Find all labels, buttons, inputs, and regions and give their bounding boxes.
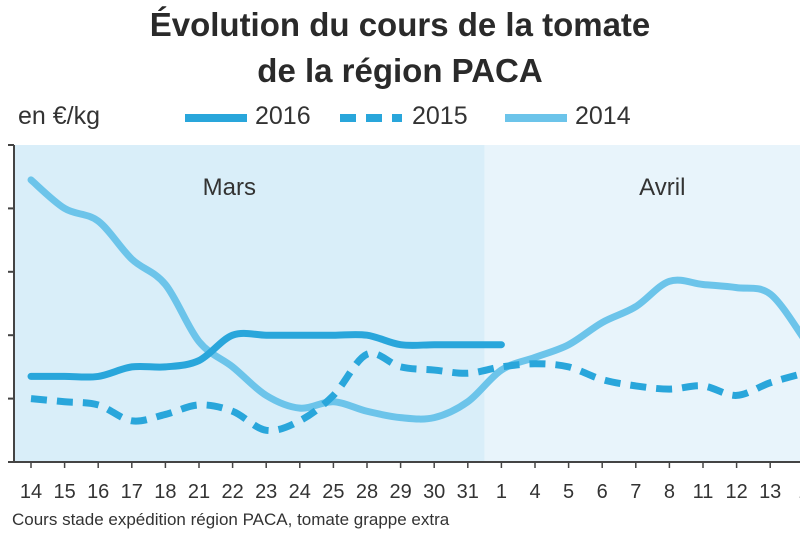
legend-label-2015: 2015: [412, 102, 468, 130]
legend-label-2014: 2014: [575, 102, 631, 130]
legend-swatch-2014: [505, 114, 567, 122]
x-tick-label-17: 6: [597, 481, 608, 503]
x-tick-label-19: 8: [664, 481, 675, 503]
x-tick-label-2: 16: [87, 481, 109, 503]
y-axis-unit-label: en €/kg: [18, 102, 101, 130]
period-band-mars: [14, 145, 485, 462]
legend-label-2016: 2016: [255, 102, 311, 130]
series-line-2015: [30, 349, 800, 435]
x-tick-label-12: 30: [423, 481, 445, 503]
x-tick-label-7: 23: [255, 481, 277, 503]
x-tick-label-4: 18: [154, 481, 176, 503]
x-tick-label-3: 17: [121, 481, 143, 503]
x-tick-label-11: 29: [389, 481, 411, 503]
x-tick-label-22: 13: [759, 481, 781, 503]
period-label-mars: Mars: [203, 174, 256, 201]
chart-title-line-1: Évolution du cours de la tomate: [149, 6, 651, 43]
x-tick-label-23: 1: [798, 481, 800, 503]
x-tick-label-16: 5: [563, 481, 574, 503]
x-tick-label-9: 25: [322, 481, 344, 503]
x-tick-label-14: 1: [496, 481, 507, 503]
series-line-2014: [27, 176, 800, 423]
legend-swatch-2016: [185, 114, 247, 122]
x-tick-label-20: 11: [693, 481, 714, 503]
x-tick-label-5: 21: [188, 481, 210, 503]
legend-swatch-2015: [340, 114, 402, 122]
x-tick-label-13: 31: [457, 481, 479, 503]
x-tick-label-0: 14: [20, 481, 42, 503]
chart-footnote: Cours stade expédition région PACA, toma…: [12, 510, 450, 529]
series-line-2016: [27, 329, 505, 381]
x-tick-label-18: 7: [630, 481, 641, 503]
chart-title-line-2: de la région PACA: [257, 52, 543, 89]
x-tick-label-8: 24: [289, 481, 311, 503]
period-label-avril: Avril: [639, 174, 685, 201]
x-tick-label-6: 22: [221, 481, 243, 503]
x-tick-label-1: 15: [53, 481, 75, 503]
x-tick-label-15: 4: [529, 481, 540, 503]
x-tick-label-10: 28: [356, 481, 378, 503]
x-tick-label-21: 12: [725, 481, 747, 503]
